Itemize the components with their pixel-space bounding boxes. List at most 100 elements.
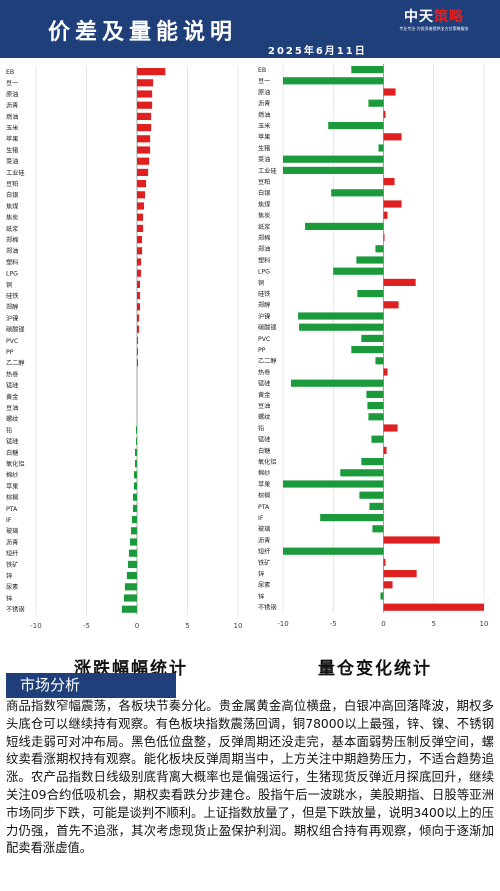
bar xyxy=(137,336,139,344)
category-label: PP xyxy=(258,347,266,354)
bar xyxy=(137,269,142,277)
bar xyxy=(137,325,140,333)
bar xyxy=(383,368,388,376)
bar xyxy=(359,491,384,499)
bar xyxy=(137,213,144,221)
category-label: 郑醇 xyxy=(6,303,18,311)
bar xyxy=(356,256,384,264)
bar xyxy=(283,547,384,555)
category-label: 焦煤 xyxy=(258,200,270,208)
bar xyxy=(383,536,440,544)
category-label: 短纤 xyxy=(6,550,18,558)
bar xyxy=(383,211,388,219)
bar xyxy=(320,514,384,522)
x-tick-label: 10 xyxy=(480,620,489,628)
category-label: LPG xyxy=(6,271,18,278)
header-bar: 价差及量能说明 中天策略 专业专注·为投资者提供全方位策略服务 2025年6月1… xyxy=(0,0,500,58)
bar xyxy=(137,280,141,288)
category-label: 螺纹 xyxy=(258,413,271,421)
category-label: 豆一 xyxy=(258,78,270,85)
bar xyxy=(137,168,149,176)
bar xyxy=(383,581,393,589)
bar xyxy=(132,493,137,501)
category-label: 玻璃 xyxy=(258,525,270,533)
category-label: 苹果 xyxy=(258,480,270,488)
category-label: 豆油 xyxy=(258,402,270,410)
bar xyxy=(383,570,417,578)
bar xyxy=(137,112,152,120)
category-label: 白糖 xyxy=(6,449,18,457)
category-label: PVC xyxy=(258,336,270,343)
analysis-body: 商品指数窄幅震荡，各板块节奏分化。贵金属黄金高位横盘，白银冲高回落降波，期权多头… xyxy=(6,699,494,856)
category-label: 铜 xyxy=(258,279,264,287)
bar xyxy=(333,267,384,275)
bar xyxy=(137,224,144,232)
bar xyxy=(383,110,386,118)
category-label: 铅 xyxy=(258,424,264,432)
bar xyxy=(137,157,150,165)
x-tick-label: -10 xyxy=(30,622,41,630)
volume-oi-chart: -10 -5 0 5 10EB豆一原油沥青燃油玉米苹果生猪菜油工业硅豆粕白银焦煤焦炭纸浆… xyxy=(258,64,489,628)
category-label: PTA xyxy=(258,504,270,511)
analysis-heading: 市场分析 xyxy=(6,673,176,698)
category-label: PTA xyxy=(6,506,18,513)
bar xyxy=(128,549,137,557)
category-label: 沥青 xyxy=(6,102,18,110)
category-label: 燃油 xyxy=(6,113,18,121)
bar xyxy=(137,135,151,143)
category-label: 黄金 xyxy=(6,393,19,401)
category-label: 锌 xyxy=(6,594,12,602)
bar xyxy=(298,312,384,320)
bar xyxy=(375,245,384,253)
bar xyxy=(137,303,141,311)
bar xyxy=(305,222,384,230)
category-label: 工业硅 xyxy=(258,167,277,175)
price-change-chart: -10 -5 0 5 10EB豆一原油沥青燃油玉米苹果生猪菜油工业硅豆粕白银焦煤焦炭纸浆… xyxy=(6,66,242,630)
category-label: 不锈钢 xyxy=(6,606,25,614)
category-label: 硅铁 xyxy=(6,292,18,300)
category-label: 豆油 xyxy=(6,404,18,412)
bar xyxy=(283,166,384,174)
charts-panel: -10 -5 0 5 10 EB 豆一 原油 沥青 燃油 玉米 苹果 生猪 菜油 工业硅 豆粕 白银 焦煤 焦炭 纸浆… xyxy=(0,58,500,679)
category-label: 黄金 xyxy=(258,391,271,399)
bar xyxy=(130,527,137,535)
category-label: 螺纹 xyxy=(6,415,19,423)
category-label: 白银 xyxy=(258,189,270,197)
bar xyxy=(121,605,137,613)
category-label: PVC xyxy=(6,338,18,345)
category-label: 热卷 xyxy=(6,370,19,378)
bar xyxy=(371,435,384,443)
category-label: 纸浆 xyxy=(6,225,18,233)
category-label: 玻璃 xyxy=(6,527,18,535)
x-tick-label: 5 xyxy=(185,622,189,630)
bar xyxy=(340,469,384,477)
page-title: 价差及量能说明 xyxy=(48,19,238,45)
bar xyxy=(372,525,384,533)
report-date: 2025年6月11日 xyxy=(268,46,367,57)
category-label: 硅铁 xyxy=(258,290,270,298)
bar xyxy=(383,178,395,186)
x-tick-label: 0 xyxy=(381,620,385,628)
bar xyxy=(137,90,153,98)
category-label: EB xyxy=(258,67,266,74)
bar xyxy=(357,290,384,298)
category-label: 焦炭 xyxy=(258,212,270,220)
bar xyxy=(368,99,384,107)
category-label: 白糖 xyxy=(258,447,270,455)
category-label: 棉纱 xyxy=(258,469,270,477)
category-label: 白银 xyxy=(6,191,18,199)
bar xyxy=(383,200,402,208)
bar xyxy=(132,504,137,512)
category-label: 棕榈 xyxy=(258,492,270,500)
category-label: IF xyxy=(258,515,264,522)
bar xyxy=(366,390,384,398)
bar xyxy=(383,88,396,96)
right-chart-caption: 量仓变化统计 xyxy=(318,659,432,679)
category-label: 郑油 xyxy=(258,245,270,253)
bar xyxy=(283,77,384,85)
bar xyxy=(137,314,140,322)
category-label: 工业硅 xyxy=(6,169,25,177)
category-label: 热卷 xyxy=(258,368,271,376)
category-label: 豆一 xyxy=(6,80,18,87)
category-label: 焦煤 xyxy=(6,202,18,210)
